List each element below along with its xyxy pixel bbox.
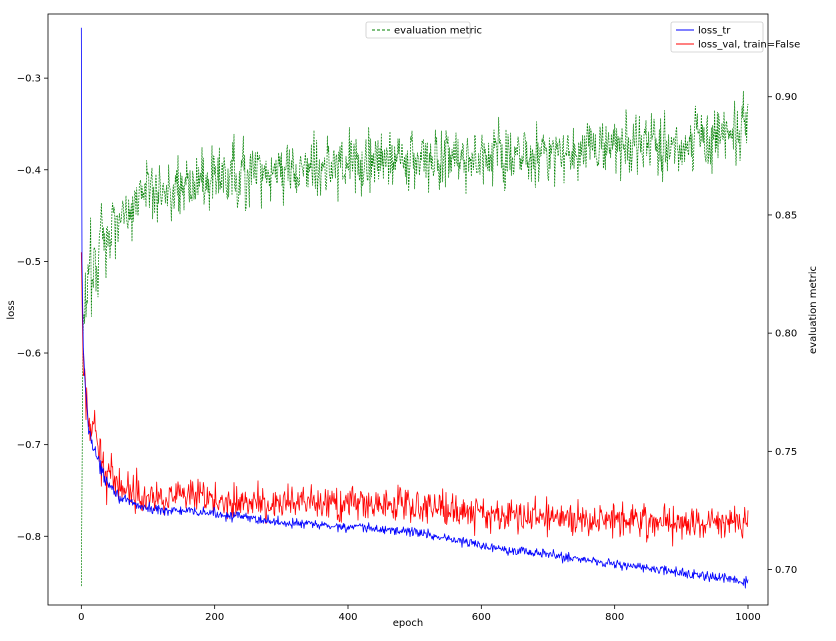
y-left-tick-label: −0.3 xyxy=(17,74,41,85)
series-layer xyxy=(80,27,749,589)
x-tick-label: 400 xyxy=(338,612,357,623)
plot-frame xyxy=(47,13,769,606)
legend-loss: loss_tr loss_val, train=False xyxy=(670,21,800,53)
y-left-tick-label: −0.4 xyxy=(17,165,41,176)
y-left-tick-label: −0.6 xyxy=(17,349,41,360)
series-line-1 xyxy=(80,252,749,547)
x-axis-label: epoch xyxy=(393,618,423,629)
legend-metric: evaluation metric xyxy=(365,21,482,39)
legend-metric-box xyxy=(365,21,471,39)
legend-loss-val-label: loss_val, train=False xyxy=(698,40,800,51)
y-left-tick-label: −0.7 xyxy=(17,440,41,451)
y-right-axis-ticks: 0.70 0.75 0.80 0.85 0.90 xyxy=(768,92,797,576)
y-right-tick-label: 0.80 xyxy=(775,329,797,340)
x-tick-label: 1000 xyxy=(735,612,760,623)
x-tick-label: 800 xyxy=(605,612,624,623)
y-right-axis-label: evaluation metric xyxy=(808,266,819,354)
y-right-tick-label: 0.70 xyxy=(775,565,797,576)
legend-loss-tr-label: loss_tr xyxy=(698,26,731,37)
y-left-tick-label: −0.8 xyxy=(17,532,41,543)
x-tick-label: 600 xyxy=(472,612,491,623)
legend-metric-label: evaluation metric xyxy=(394,26,482,37)
y-left-axis-label: loss xyxy=(6,300,17,319)
y-left-axis-ticks: −0.8 −0.7 −0.6 −0.5 −0.4 −0.3 xyxy=(17,74,48,543)
x-axis-ticks: 0 200 400 600 800 1000 xyxy=(78,605,761,623)
y-right-tick-label: 0.90 xyxy=(775,92,797,103)
y-right-tick-label: 0.85 xyxy=(775,210,797,221)
x-tick-label: 0 xyxy=(78,612,84,623)
x-tick-label: 200 xyxy=(205,612,224,623)
series-line-0 xyxy=(80,27,749,589)
y-right-tick-label: 0.75 xyxy=(775,447,797,458)
series-line-2 xyxy=(80,90,749,587)
y-left-tick-label: −0.5 xyxy=(17,257,41,268)
